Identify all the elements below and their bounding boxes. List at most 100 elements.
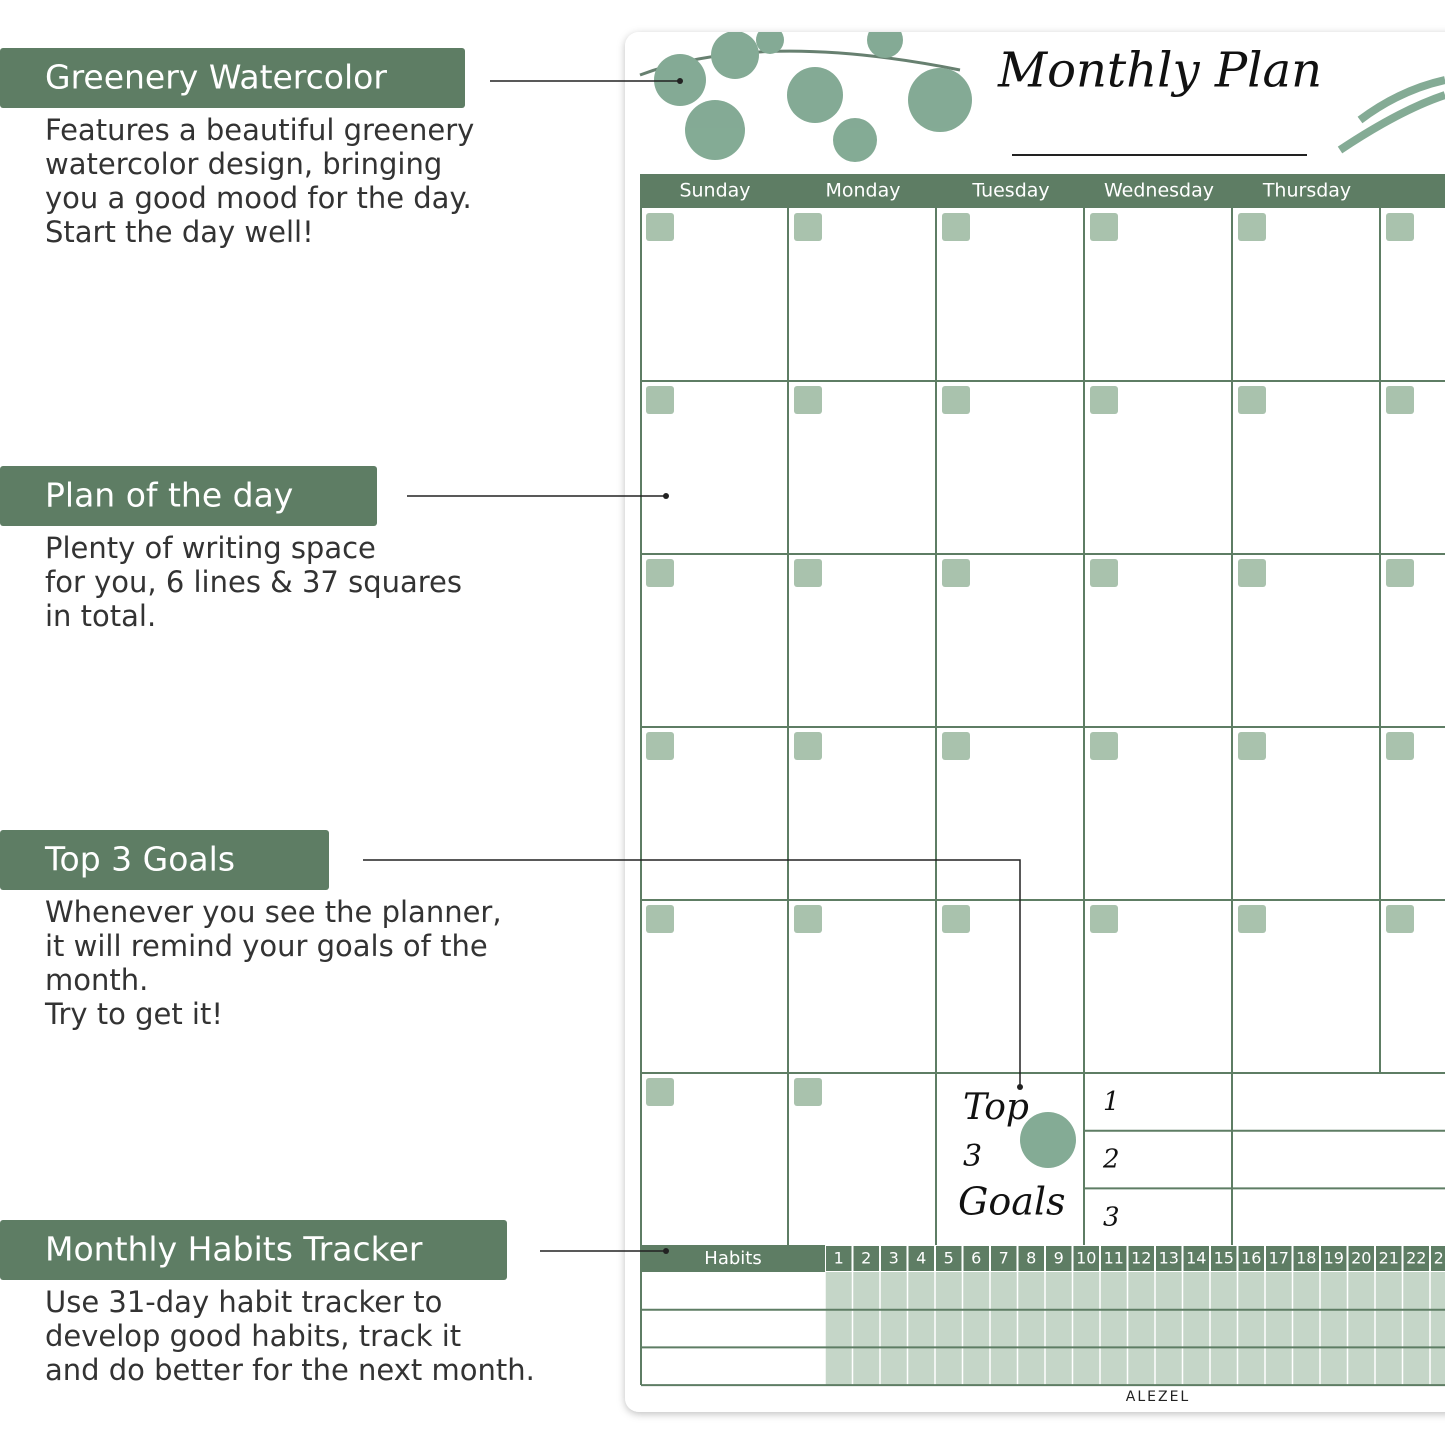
date-square [1386,386,1414,414]
feature-description: in total. [45,599,156,633]
connectors [363,80,1021,1252]
feature-description: Plenty of writing space [45,531,376,565]
habit-day-cell [1128,1246,1154,1271]
day-name: Fri [1444,180,1445,202]
date-square [794,732,822,760]
planner: Monthly Plan ALEZEL Sunday Monday Tuesday W… [639,32,1445,1405]
habit-day-number: 20 [1351,1249,1371,1268]
habit-day-number: 3 [889,1249,899,1268]
habit-day-cell [936,1246,962,1271]
feature-label-box [0,1220,507,1280]
date-square [1386,905,1414,933]
date-square [1090,559,1118,587]
habits-grid-fill [825,1272,1445,1385]
habit-day-number: 17 [1269,1249,1289,1268]
date-square [646,732,674,760]
habit-day-number: 9 [1054,1249,1064,1268]
planner-card [625,32,1445,1412]
date-square [794,559,822,587]
feature-title: Greenery Watercolor [45,58,387,97]
feature-description: it will remind your goals of the [45,929,488,963]
date-square [1386,732,1414,760]
date-square [1238,559,1266,587]
feature-description: Start the day well! [45,215,314,249]
habit-day-cell [1046,1246,1072,1271]
day-name: Wednesday [1104,180,1214,202]
feature-label-box [0,830,329,890]
habit-day-cell [881,1246,907,1271]
habit-day-number: 16 [1241,1249,1261,1268]
feature-description: and do better for the next month. [45,1353,535,1387]
date-square [794,905,822,933]
habit-day-number: 2 [861,1249,871,1268]
habit-day-number: 7 [999,1249,1009,1268]
habit-day-cell [1211,1246,1237,1271]
habit-day-number: 6 [971,1249,981,1268]
brand: ALEZEL [1126,1389,1190,1405]
date-square [1090,213,1118,241]
feature-label-box [0,466,377,526]
day-name: Monday [825,180,900,202]
goal-label-number: 3 [963,1139,982,1174]
habit-day-cell [963,1246,989,1271]
feature-title: Top 3 Goals [44,840,235,879]
habit-day-cell [991,1246,1017,1271]
goal-label-goals: Goals [958,1180,1066,1224]
goal-number: 3 [1103,1202,1120,1232]
habit-day-number: 1 [834,1249,844,1268]
habit-day-cell [853,1246,879,1271]
date-square [794,386,822,414]
habits-header [641,1245,825,1272]
feature-description: for you, 6 lines & 37 squares [45,565,462,599]
feature-description: month. [45,963,148,997]
day-header [1381,174,1445,208]
goal-number: 2 [1102,1145,1120,1175]
connector-dots [663,78,1023,1254]
feature-title: Monthly Habits Tracker [45,1230,423,1269]
date-square [1386,559,1414,587]
date-square [1090,905,1118,933]
feature-description: Try to get it! [44,997,223,1031]
habit-day-number: 18 [1296,1249,1316,1268]
habit-day-number: 13 [1159,1249,1179,1268]
date-square [646,1078,674,1106]
date-square [942,905,970,933]
leaves [639,32,1445,1168]
date-square [646,559,674,587]
date-square [646,905,674,933]
habit-day-cell [1266,1246,1292,1271]
date-square [1238,905,1266,933]
day-name: Thursday [1262,180,1351,202]
feature-description: watercolor design, bringing [45,147,442,181]
day-name: Tuesday [971,180,1049,202]
feature-description: Use 31-day habit tracker to [45,1285,442,1319]
date-square [1238,213,1266,241]
habit-day-cell [1431,1246,1445,1271]
date-square [942,559,970,587]
day-header [641,174,787,208]
feature-description: you a good mood for the day. [45,181,472,215]
habit-day-cell [1348,1246,1374,1271]
habit-day-cell [1376,1246,1402,1271]
habit-day-cell [1293,1246,1319,1271]
date-square [942,213,970,241]
day-header [937,174,1083,208]
habit-day-cell [908,1246,934,1271]
feature-description: Whenever you see the planner, [45,895,502,929]
habit-day-number: 5 [944,1249,954,1268]
habit-day-cell [1101,1246,1127,1271]
habit-day-number: 14 [1186,1249,1206,1268]
habit-day-cell [826,1246,852,1271]
date-square [646,386,674,414]
planner-title: Monthly Plan [997,43,1322,99]
habit-day-number: 23 [1434,1249,1445,1268]
date-square [942,386,970,414]
day-header [1085,174,1231,208]
features: Greenery Watercolor Features a beautiful … [0,48,535,1387]
habit-day-number: 15 [1214,1249,1234,1268]
habit-day-cell [1018,1246,1044,1271]
feature-description: Features a beautiful greenery [45,113,474,147]
date-square [1238,386,1266,414]
habits-header-text: Habits [704,1248,761,1269]
